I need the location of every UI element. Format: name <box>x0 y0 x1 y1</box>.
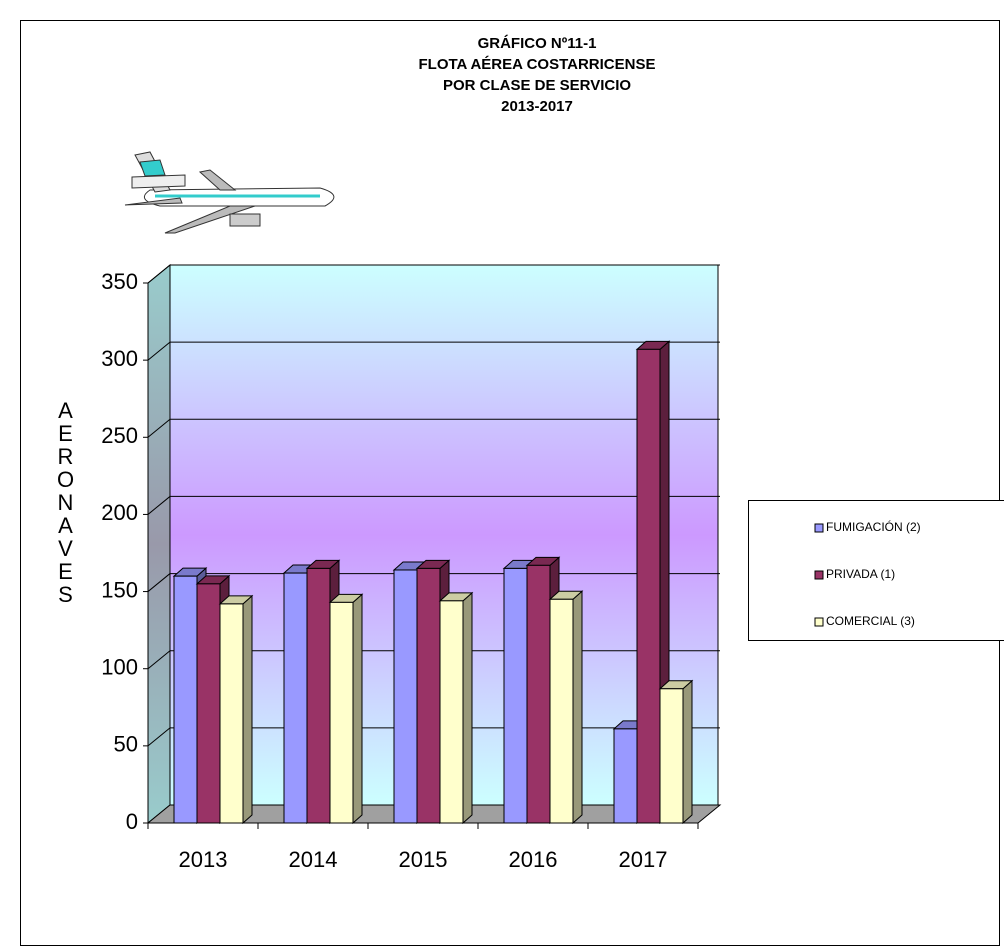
x-tick-label: 2013 <box>179 847 228 872</box>
y-tick-label: 100 <box>101 655 138 680</box>
y-axis-label: AERONAVES <box>53 398 78 605</box>
legend-label: COMERCIAL (3) <box>826 614 915 628</box>
y-tick-label: 300 <box>101 346 138 371</box>
chart-title: 2013-2017 <box>501 98 573 115</box>
legend-label: PRIVADA (1) <box>826 567 895 581</box>
legend-swatch <box>814 570 824 580</box>
bar <box>329 601 354 824</box>
bar <box>219 603 244 824</box>
y-tick-label: 50 <box>114 732 138 757</box>
bar <box>636 348 661 824</box>
bar <box>659 688 684 824</box>
bar <box>393 569 418 824</box>
bar-side <box>682 679 693 825</box>
y-tick-label: 250 <box>101 423 138 448</box>
y-tick-label: 350 <box>101 269 138 294</box>
bar-side <box>462 591 473 825</box>
x-tick-label: 2015 <box>399 847 448 872</box>
left-wall <box>147 263 171 825</box>
bar <box>173 575 198 824</box>
bar <box>196 583 221 824</box>
y-tick-label: 150 <box>101 577 138 602</box>
grid-line <box>147 341 171 361</box>
chart-title: GRÁFICO Nº11-1 <box>478 35 597 52</box>
bar-side <box>242 594 253 825</box>
grid-line <box>147 418 171 438</box>
x-tick-label: 2014 <box>289 847 338 872</box>
chart-border <box>20 20 1000 946</box>
legend-label: FUMIGACIÓN (2) <box>826 519 921 534</box>
bar <box>549 598 574 824</box>
bar <box>306 567 331 824</box>
bar-side <box>352 593 363 825</box>
airplane <box>124 151 335 234</box>
bar <box>439 600 464 824</box>
bar <box>283 572 308 824</box>
bar <box>613 728 638 824</box>
bar <box>526 564 551 824</box>
x-tick-label: 2016 <box>509 847 558 872</box>
grid-line <box>147 264 171 284</box>
legend-swatch <box>814 617 824 627</box>
bar <box>503 567 528 824</box>
legend-swatch <box>814 523 824 533</box>
y-tick-label: 0 <box>126 809 138 834</box>
grid-line <box>147 573 171 592</box>
grid-line <box>147 650 171 670</box>
bar-side <box>572 590 583 825</box>
grid-line <box>147 496 171 515</box>
chart-title: FLOTA AÉREA COSTARRICENSE <box>419 56 656 73</box>
grid-line <box>147 727 171 747</box>
legend-box <box>748 500 1004 641</box>
chart-title: POR CLASE DE SERVICIO <box>443 77 631 94</box>
x-tick-label: 2017 <box>619 847 668 872</box>
bar <box>416 567 441 824</box>
y-tick-label: 200 <box>101 500 138 525</box>
